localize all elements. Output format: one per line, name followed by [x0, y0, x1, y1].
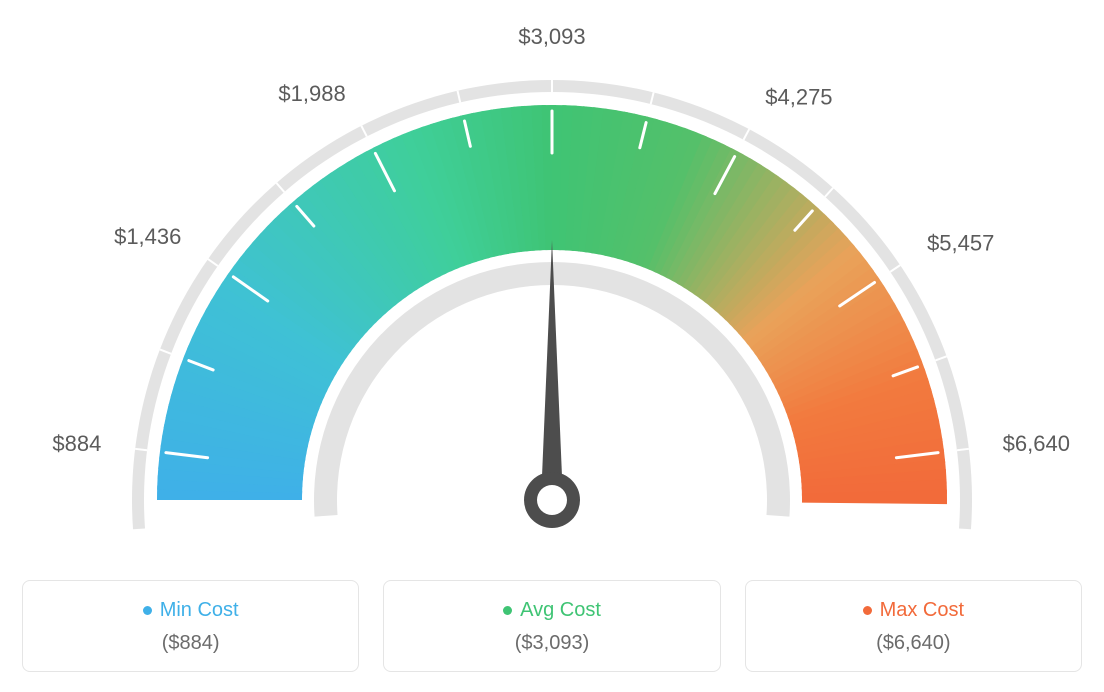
- legend-title-min: Min Cost: [143, 599, 239, 622]
- legend-value-avg: ($3,093): [394, 632, 709, 655]
- legend-label: Avg Cost: [520, 599, 601, 622]
- svg-text:$6,640: $6,640: [1003, 431, 1070, 456]
- svg-text:$1,436: $1,436: [114, 224, 181, 249]
- svg-text:$5,457: $5,457: [927, 230, 994, 255]
- legend-card-min: Min Cost ($884): [22, 580, 359, 672]
- legend-row: Min Cost ($884) Avg Cost ($3,093) Max Co…: [22, 580, 1082, 672]
- legend-value-min: ($884): [33, 632, 348, 655]
- legend-card-avg: Avg Cost ($3,093): [383, 580, 720, 672]
- legend-value-max: ($6,640): [756, 632, 1071, 655]
- svg-text:$884: $884: [52, 431, 101, 456]
- svg-text:$4,275: $4,275: [765, 85, 832, 110]
- legend-title-max: Max Cost: [863, 599, 964, 622]
- dot-icon: [863, 606, 872, 615]
- legend-label: Max Cost: [880, 599, 964, 622]
- dot-icon: [503, 606, 512, 615]
- legend-card-max: Max Cost ($6,640): [745, 580, 1082, 672]
- legend-label: Min Cost: [160, 599, 239, 622]
- svg-text:$3,093: $3,093: [518, 24, 585, 49]
- gauge-svg: $884 $1,436 $1,988 $3,093 $4,275 $5,457 $6,640: [22, 20, 1082, 560]
- legend-title-avg: Avg Cost: [503, 599, 601, 622]
- svg-text:$1,988: $1,988: [278, 81, 345, 106]
- dot-icon: [143, 606, 152, 615]
- cost-gauge: $884 $1,436 $1,988 $3,093 $4,275 $5,457 $6,640: [22, 20, 1082, 560]
